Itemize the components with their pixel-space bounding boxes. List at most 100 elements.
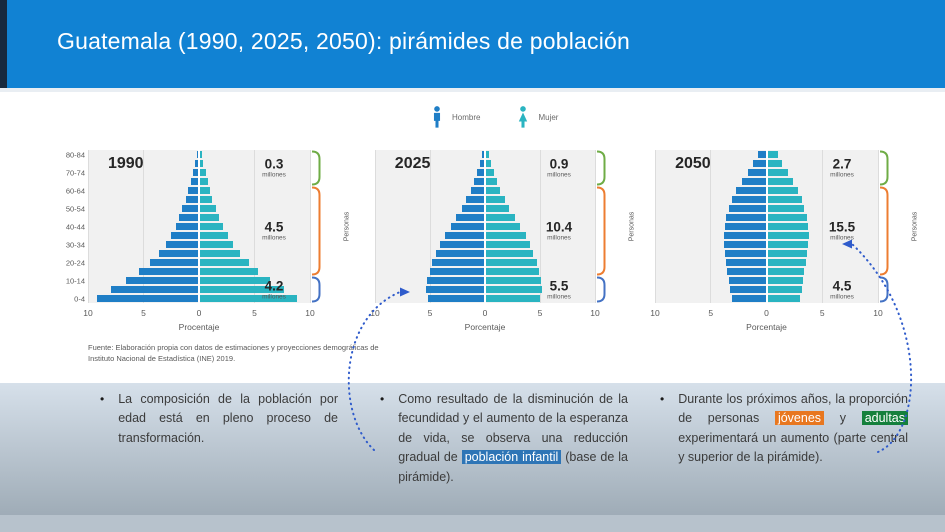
female-bar-0-4 bbox=[199, 295, 297, 302]
female-bar-20-24 bbox=[485, 259, 537, 266]
bullet-poblacion-infantil: • Como resultado de la disminución de la … bbox=[380, 390, 628, 487]
male-bar-60-64 bbox=[736, 187, 767, 194]
annotation-0.9-millones: 0.9 millones bbox=[529, 157, 589, 179]
right-axis-label: Personas bbox=[911, 211, 919, 241]
gridline bbox=[539, 150, 541, 303]
female-bar-75-79 bbox=[199, 160, 204, 167]
bracket-0.3-millones bbox=[312, 150, 321, 186]
annotation-unit: millones bbox=[262, 171, 286, 179]
female-bar-5-9 bbox=[199, 286, 285, 293]
female-bar-15-19 bbox=[199, 268, 258, 275]
male-bar-15-19 bbox=[430, 268, 485, 275]
plot-area: 2025 bbox=[374, 150, 596, 303]
annotation-value: 4.5 bbox=[264, 219, 284, 235]
annotation-value: 10.4 bbox=[545, 219, 573, 235]
gridline bbox=[309, 150, 311, 303]
male-bar-50-54 bbox=[182, 205, 199, 212]
male-bar-65-69 bbox=[474, 178, 485, 185]
bracket-4.5-millones bbox=[312, 186, 321, 276]
legend-item-male: Hombre bbox=[430, 102, 480, 132]
x-axis-tick: 10 bbox=[305, 308, 315, 318]
year-label: 2050 bbox=[675, 155, 711, 172]
male-bar-65-69 bbox=[191, 178, 199, 185]
bullet-segment: Como resultado de la disminución de la f… bbox=[398, 392, 628, 465]
female-bar-60-64 bbox=[766, 187, 798, 194]
age-axis-label: 0-4 bbox=[74, 294, 85, 303]
bottom-band bbox=[0, 383, 945, 515]
female-bar-25-29 bbox=[199, 250, 241, 257]
male-bar-0-4 bbox=[96, 295, 199, 302]
male-bar-80-84 bbox=[757, 151, 767, 158]
female-bar-50-54 bbox=[199, 205, 216, 212]
bracket-5.5-millones bbox=[597, 276, 606, 303]
female-bar-35-39 bbox=[766, 232, 809, 239]
male-bar-15-19 bbox=[139, 268, 199, 275]
male-bar-50-54 bbox=[728, 205, 767, 212]
male-bar-25-29 bbox=[159, 250, 199, 257]
x-axis-tick: 10 bbox=[83, 308, 93, 318]
male-bar-20-24 bbox=[432, 259, 485, 266]
annotation-value: 5.5 bbox=[549, 277, 569, 293]
female-bar-65-69 bbox=[199, 178, 208, 185]
gridline bbox=[87, 150, 89, 303]
male-bar-30-34 bbox=[439, 241, 485, 248]
female-bar-30-34 bbox=[485, 241, 531, 248]
header-edge-strip bbox=[0, 0, 7, 88]
highlighted-term: población infantil bbox=[461, 450, 562, 465]
gridline bbox=[877, 150, 879, 303]
female-bar-40-44 bbox=[766, 223, 808, 230]
annotation-2.7-millones: 2.7 millones bbox=[812, 157, 872, 179]
female-bar-75-79 bbox=[766, 160, 783, 167]
male-bar-55-59 bbox=[466, 196, 485, 203]
female-bar-70-74 bbox=[485, 169, 494, 176]
male-bar-30-34 bbox=[724, 241, 767, 248]
male-bar-5-9 bbox=[111, 286, 199, 293]
zero-axis-line bbox=[484, 150, 486, 303]
male-bar-0-4 bbox=[731, 295, 767, 302]
male-bar-10-14 bbox=[426, 277, 485, 284]
right-axis-label: Personas bbox=[628, 211, 636, 241]
zero-axis-line bbox=[198, 150, 200, 303]
male-bar-55-59 bbox=[731, 196, 767, 203]
female-bar-70-74 bbox=[199, 169, 206, 176]
male-bar-45-49 bbox=[179, 214, 199, 221]
male-bar-30-34 bbox=[165, 241, 199, 248]
female-bar-65-69 bbox=[485, 178, 498, 185]
age-axis-label: 60-64 bbox=[65, 186, 85, 195]
plot-area: 2050 bbox=[654, 150, 879, 303]
female-bar-40-44 bbox=[485, 223, 521, 230]
female-bar-5-9 bbox=[766, 286, 803, 293]
age-axis-label: 80-84 bbox=[65, 150, 85, 159]
female-bar-50-54 bbox=[766, 205, 805, 212]
female-bar-0-4 bbox=[485, 295, 540, 302]
bracket-4.5-millones bbox=[880, 276, 889, 303]
x-axis-label: Procentaje bbox=[178, 322, 220, 332]
male-bar-45-49 bbox=[456, 214, 485, 221]
pyramid-chart-1990: 1990 80-84 70-74 60-64 50-54 40-44 30-34 20-24 1… bbox=[60, 150, 350, 350]
male-bar-35-39 bbox=[445, 232, 485, 239]
woman-icon bbox=[519, 106, 528, 128]
gridline bbox=[429, 150, 431, 303]
female-bar-25-29 bbox=[485, 250, 534, 257]
highlighted-term: adultas bbox=[861, 411, 908, 426]
female-bar-55-59 bbox=[199, 196, 213, 203]
male-bar-75-79 bbox=[480, 160, 485, 167]
male-bar-45-49 bbox=[726, 214, 767, 221]
female-bar-80-84 bbox=[766, 151, 778, 158]
legend-item-female: Mujer bbox=[516, 102, 558, 132]
source-note: Fuente: Elaboración propia con datos de … bbox=[88, 343, 379, 364]
male-bar-80-84 bbox=[196, 151, 199, 158]
age-axis-label: 30-34 bbox=[65, 240, 85, 249]
female-bar-35-39 bbox=[199, 232, 228, 239]
female-bar-55-59 bbox=[485, 196, 505, 203]
female-bar-10-14 bbox=[485, 277, 542, 284]
female-bar-10-14 bbox=[766, 277, 804, 284]
male-bar-40-44 bbox=[725, 223, 767, 230]
gridline bbox=[654, 150, 656, 303]
annotation-10.4-millones: 10.4 millones bbox=[529, 219, 589, 242]
female-bar-10-14 bbox=[199, 277, 271, 284]
male-bar-0-4 bbox=[427, 295, 485, 302]
x-axis-tick: 0 bbox=[764, 308, 769, 318]
female-bar-15-19 bbox=[485, 268, 539, 275]
